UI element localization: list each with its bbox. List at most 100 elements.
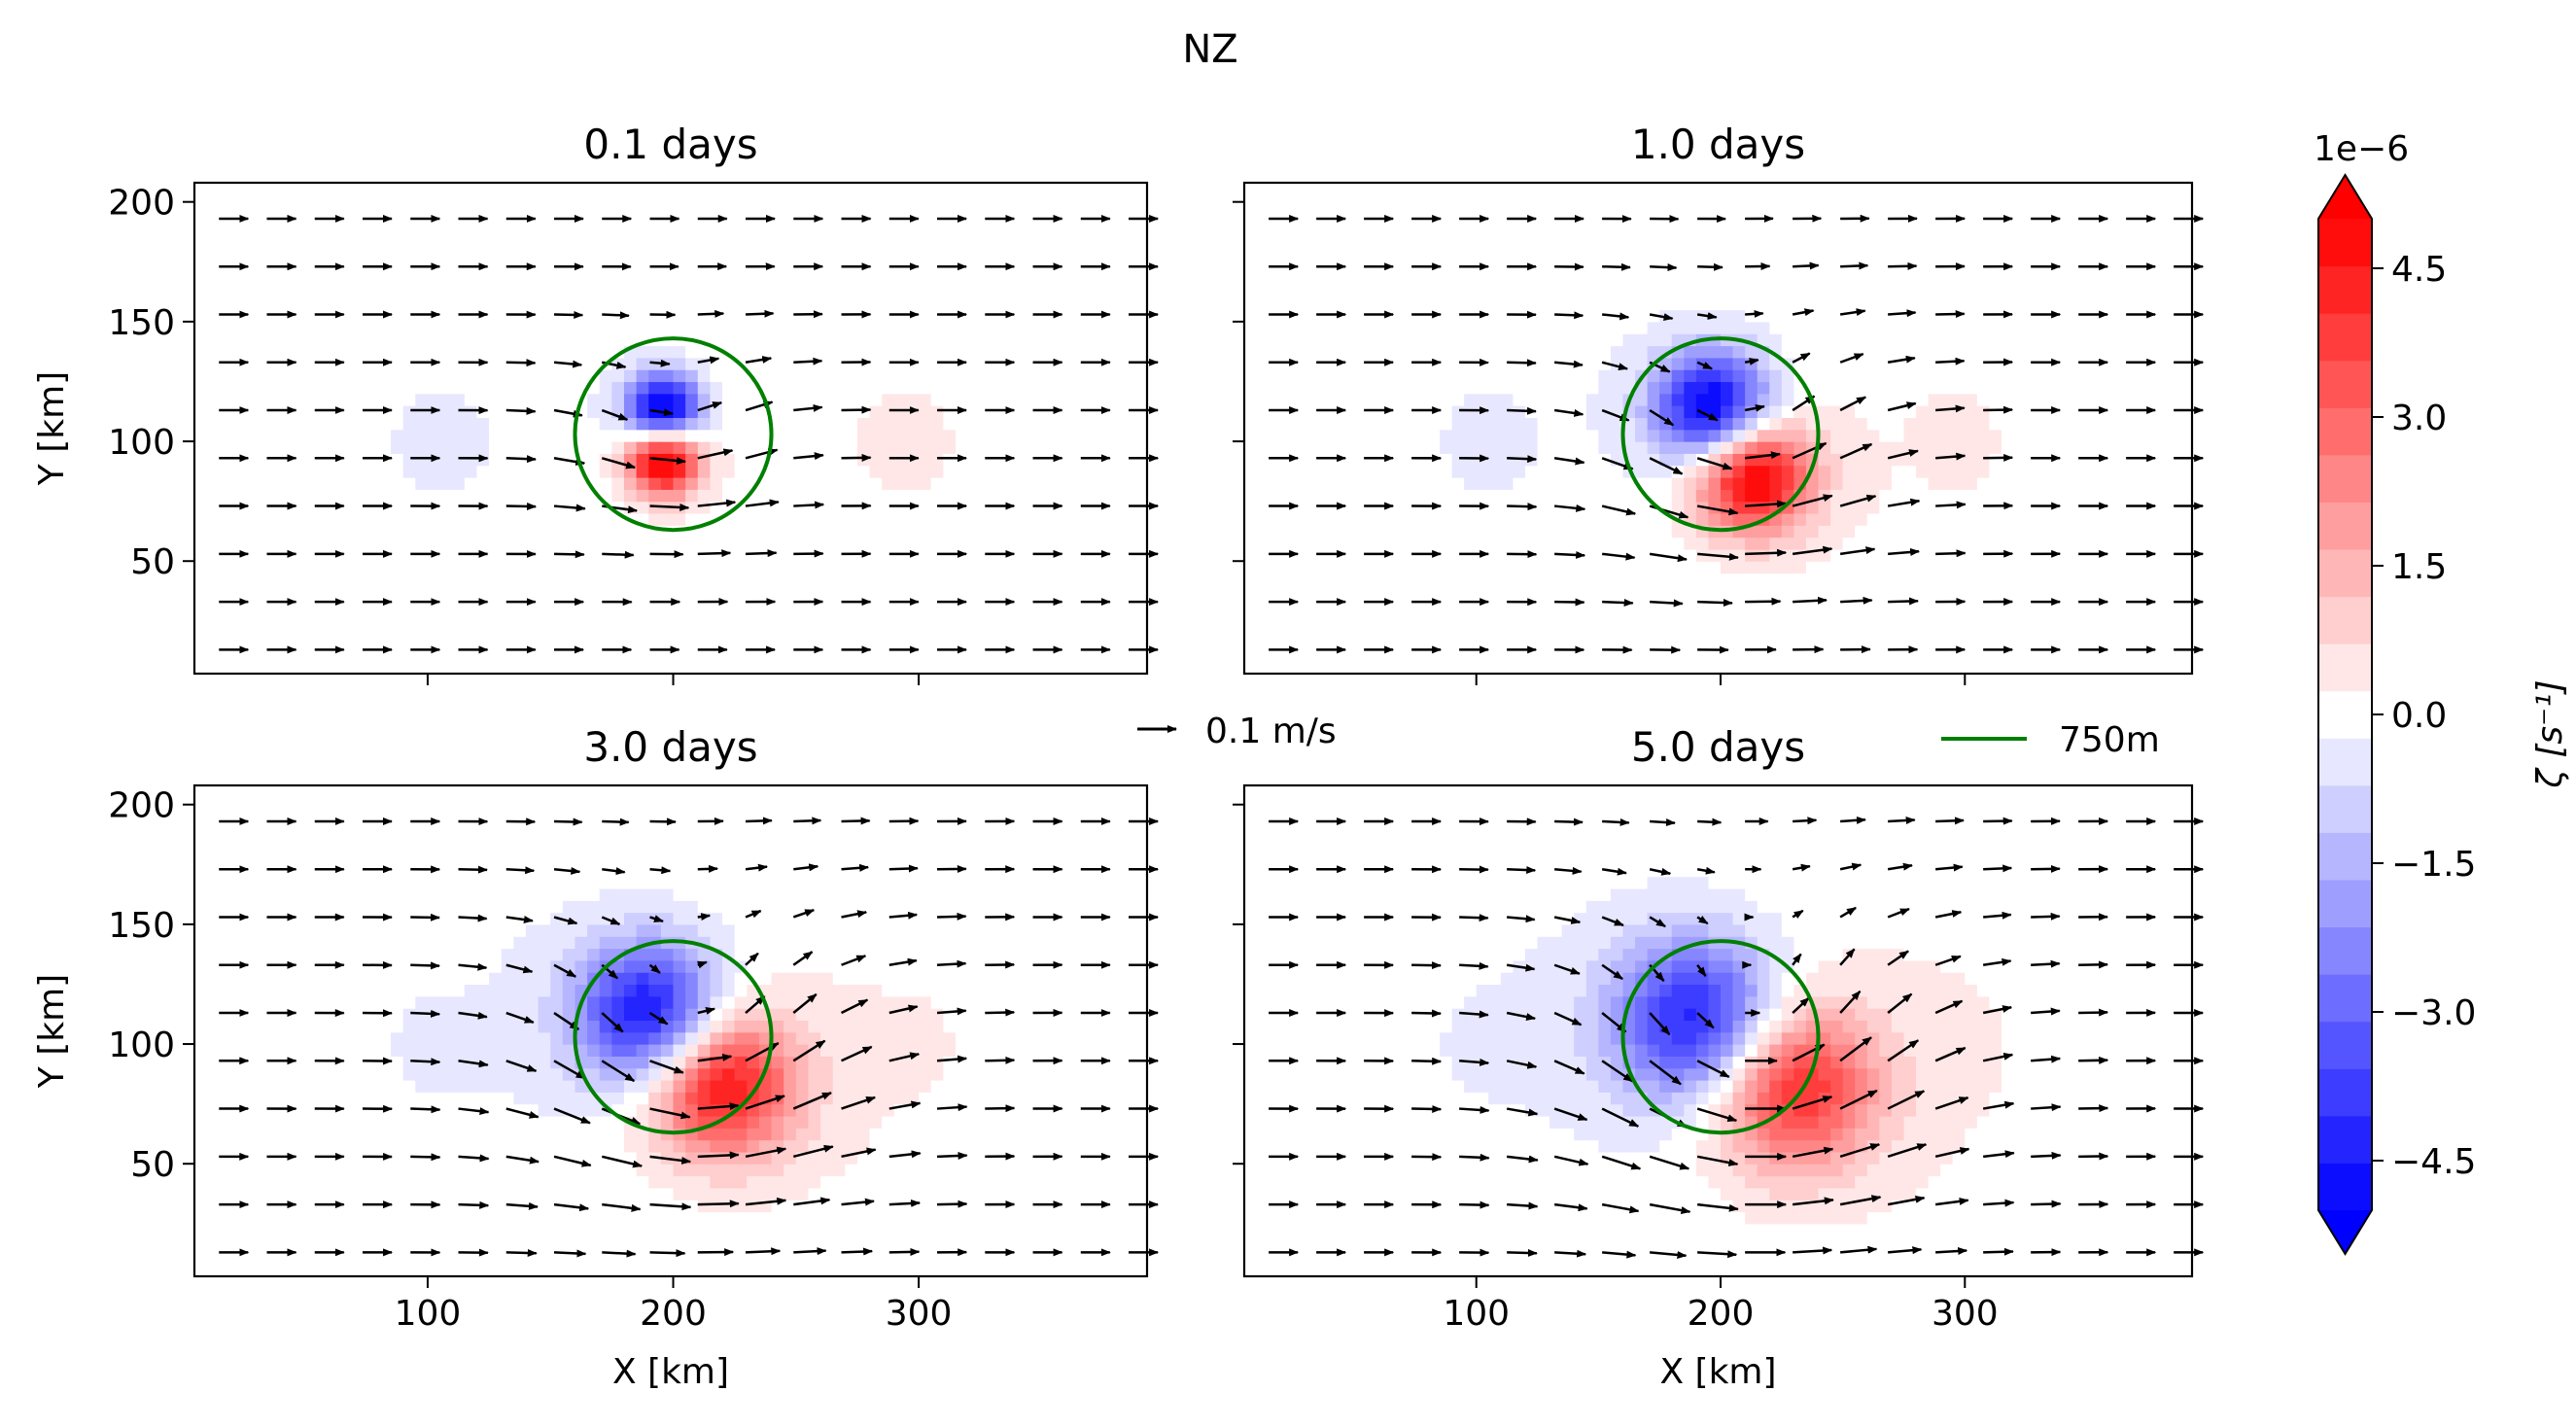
field-cell [219,214,232,226]
field-cell [1610,609,1624,622]
field-cell [1805,633,1820,646]
field-cell [795,512,810,526]
field-cell [611,369,625,383]
field-cell [219,369,232,383]
field-cell [1793,441,1807,454]
field-cell [256,620,269,634]
field-cell [1695,620,1710,634]
field-cell [1390,214,1404,226]
field-cell [943,393,957,406]
field-cell [267,405,282,419]
field-cell [415,393,429,406]
field-cell [280,333,294,347]
field-cell [1513,214,1526,226]
field-cell [771,512,784,526]
field-cell [489,297,503,311]
field-cell [1305,453,1318,467]
field-cell [1427,333,1441,347]
field-cell [230,597,245,610]
field-cell [1427,321,1441,334]
field-cell [1891,644,1905,658]
field-cell [501,644,514,658]
field-cell [267,512,282,526]
field-cell [722,226,736,239]
field-cell [427,453,441,467]
field-cell [1354,321,1368,334]
velocity-arrow [553,360,583,368]
field-cell [758,584,773,598]
field-cell [1818,237,1831,251]
field-cell [550,369,564,383]
field-cell [1757,465,1770,478]
field-cell [1464,561,1478,574]
field-cell [1635,429,1649,442]
field-cell [489,561,503,574]
field-cell [538,417,551,431]
field-cell [1451,321,1465,334]
field-cell [525,512,540,526]
field-cell [611,489,625,503]
field-cell [1866,597,1880,610]
field-cell [943,633,957,646]
field-cell [452,584,466,598]
field-cell [267,226,282,239]
field-cell [219,273,232,287]
field-cell [1732,321,1746,334]
field-cell [1090,321,1104,334]
field-cell [1028,381,1042,395]
field-cell [599,345,612,359]
field-cell [869,465,883,478]
field-cell [219,620,232,634]
field-cell [1028,333,1042,347]
field-cell [1280,512,1294,526]
field-cell [1732,273,1746,287]
field-cell [1115,237,1129,251]
field-cell [1269,261,1282,275]
field-cell [1818,333,1831,347]
field-cell [415,214,429,226]
field-cell [869,214,883,226]
field-cell [243,297,257,311]
field-cell [1366,548,1379,562]
field-cell [464,297,478,311]
field-cell [574,584,588,598]
field-cell [1769,285,1783,298]
field-cell [820,609,834,622]
field-cell [1390,573,1404,586]
field-cell [1524,261,1539,275]
field-cell [893,249,908,262]
field-cell [906,489,920,503]
field-cell [1732,309,1746,323]
field-cell [808,261,821,275]
field-cell [304,620,318,634]
field-cell [1891,345,1905,359]
field-cell [697,573,712,586]
field-cell [219,525,232,539]
field-cell [1622,273,1636,287]
field-cell [1598,214,1612,226]
field-cell [1354,633,1368,646]
field-cell [1659,393,1673,406]
field-cell [366,429,380,442]
field-cell [1329,609,1343,622]
field-cell [636,609,649,622]
field-cell [808,620,821,634]
field-cell [599,417,612,431]
field-cell [1017,297,1030,311]
field-cell [538,321,551,334]
field-cell [1903,620,1917,634]
field-cell [1805,620,1820,634]
field-cell [1610,512,1624,526]
field-cell [624,321,638,334]
field-cell [366,297,380,311]
field-cell [1464,573,1478,586]
field-cell [1017,573,1030,586]
field-cell [1476,441,1489,454]
field-cell [1891,249,1905,262]
field-cell [391,285,404,298]
field-cell [1745,573,1758,586]
field-cell [354,333,367,347]
field-cell [1732,214,1746,226]
field-cell [906,405,920,419]
field-cell [219,441,232,454]
